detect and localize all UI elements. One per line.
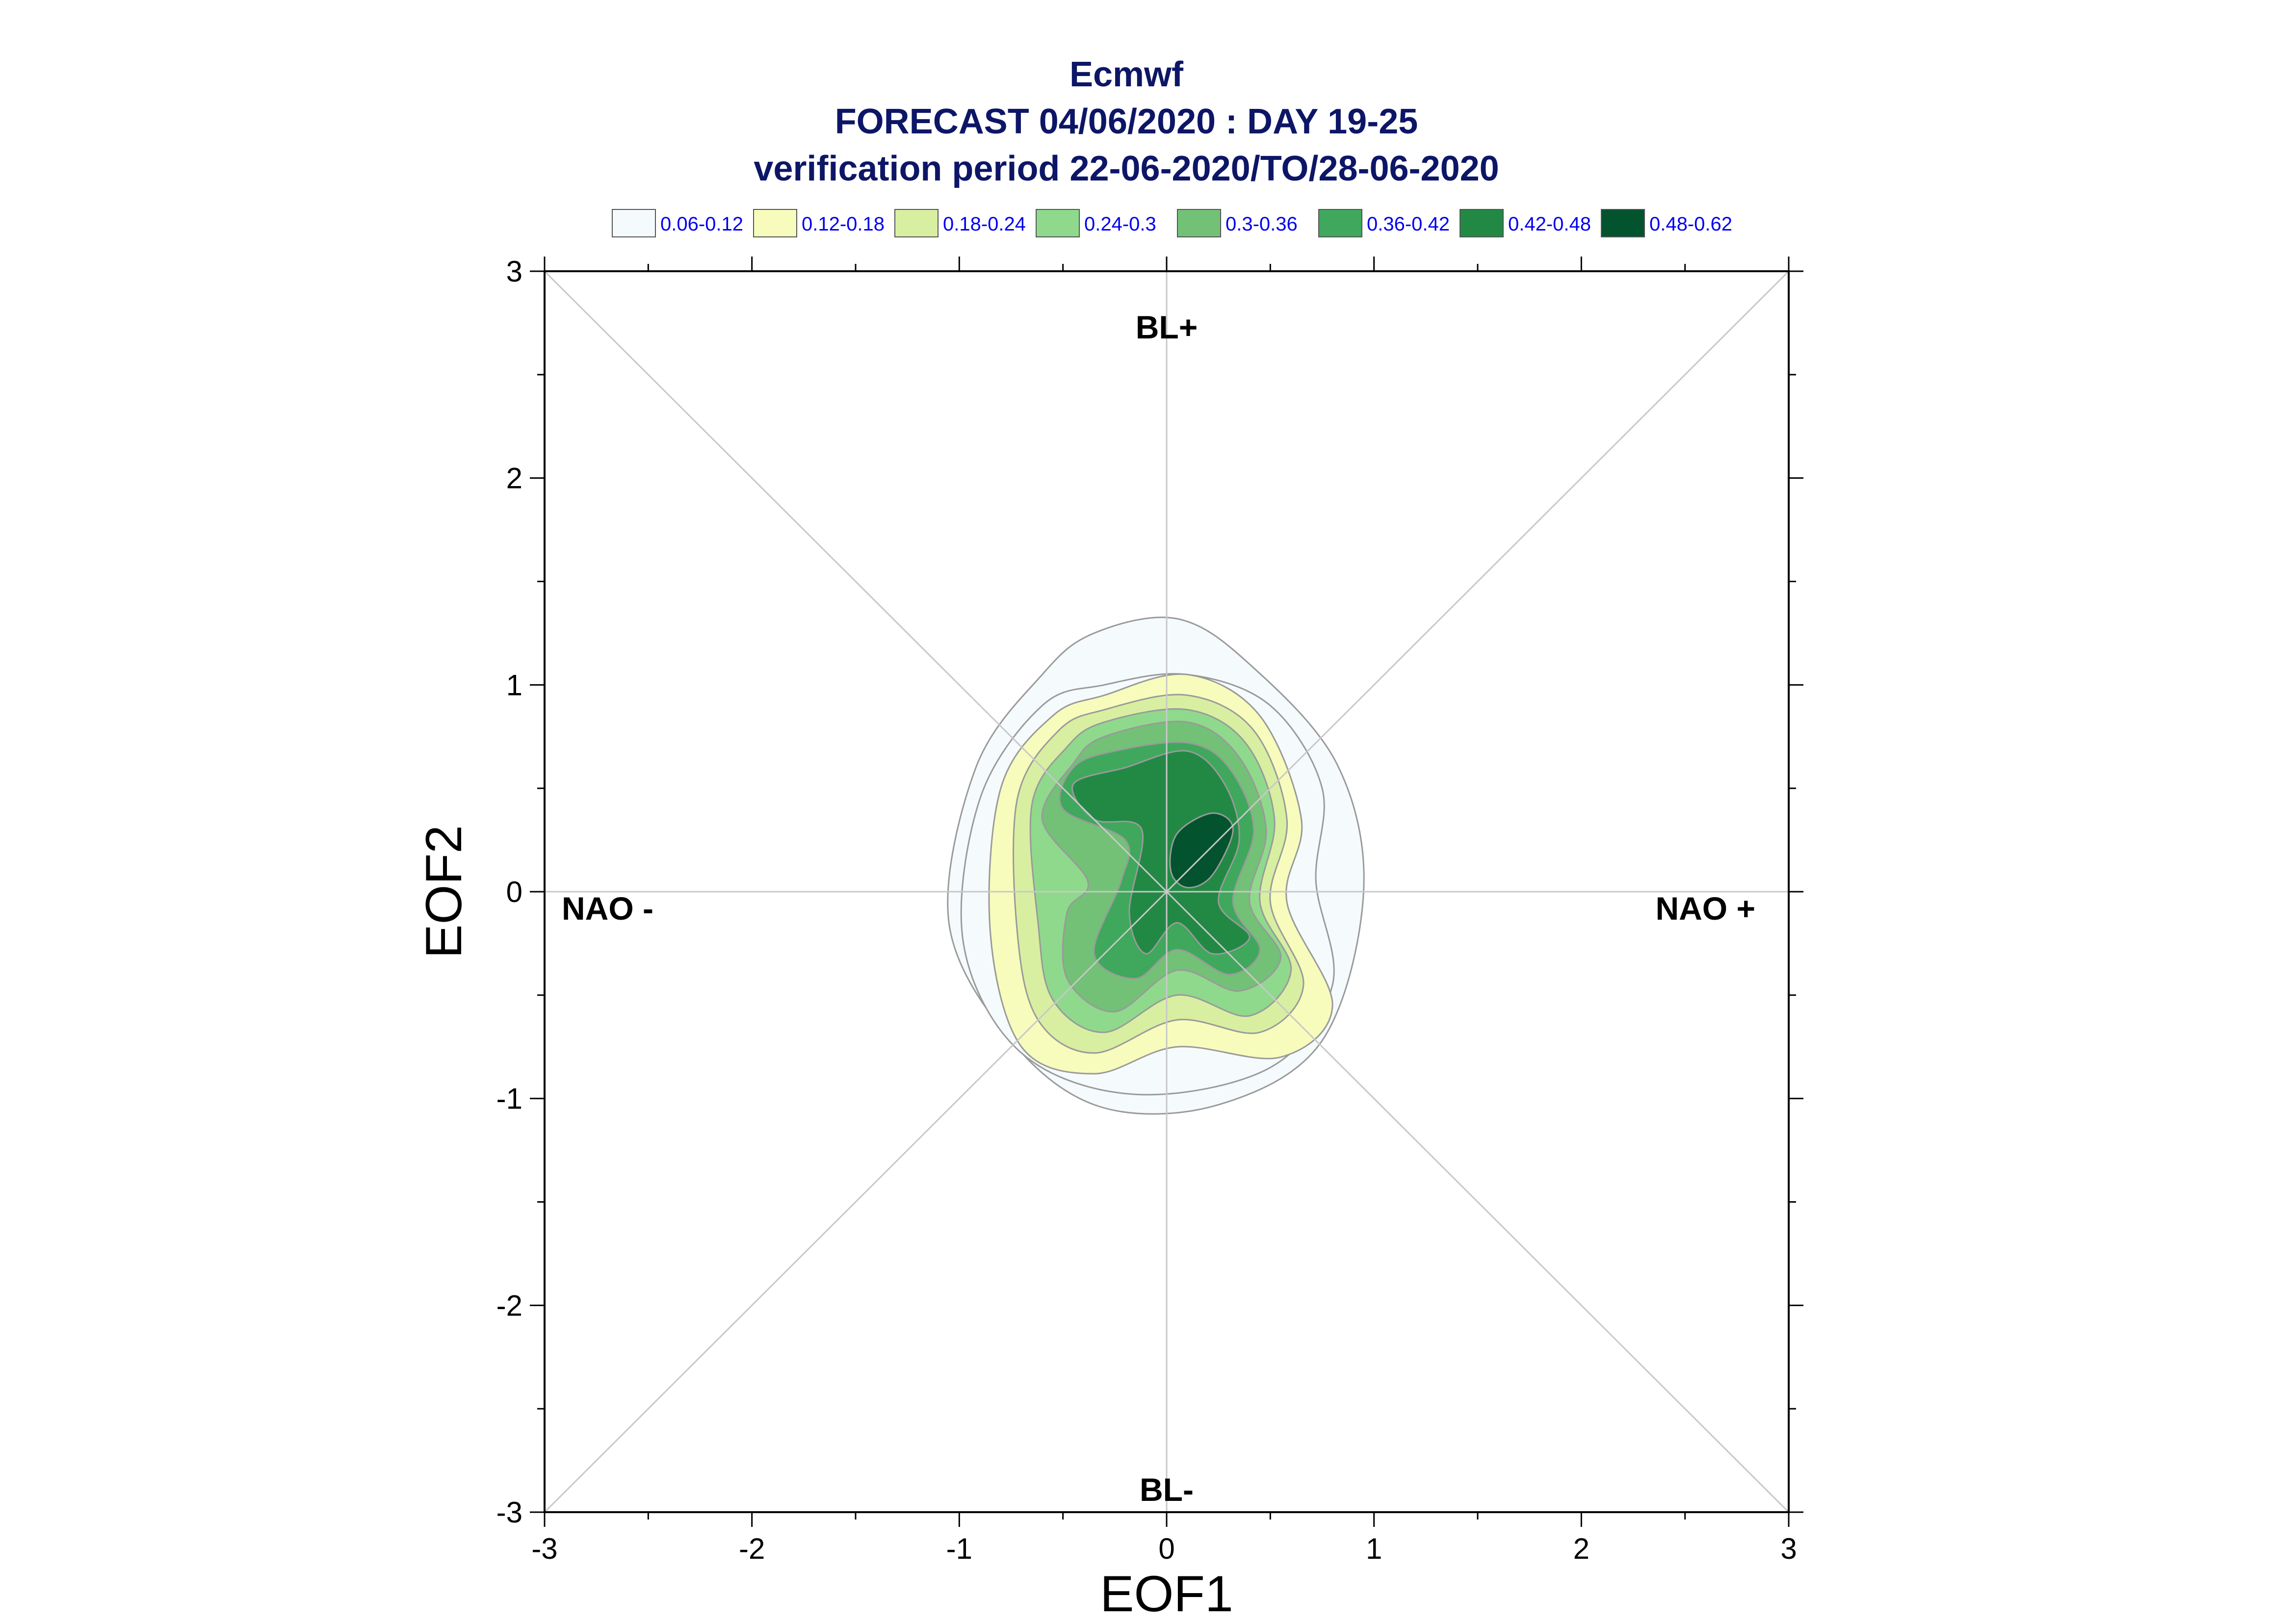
legend-label: 0.42-0.48 <box>1508 213 1591 235</box>
x-tick-label: 3 <box>1780 1532 1797 1565</box>
density-contours <box>947 617 1365 1115</box>
axis-ticks: -3 -2 -1 0 1 2 3 -3 -2 -1 0 1 2 3 <box>496 255 1803 1565</box>
legend-swatch <box>1318 209 1362 237</box>
legend-swatch <box>1460 209 1504 237</box>
y-tick-label: 1 <box>506 669 522 701</box>
legend-swatch <box>894 209 939 237</box>
legend-label: 0.24-0.3 <box>1084 213 1156 235</box>
legend-label: 0.18-0.24 <box>943 213 1026 235</box>
regime-label-nao-minus: NAO - <box>562 890 653 927</box>
regime-label-nao-plus: NAO + <box>1655 890 1755 927</box>
legend-label: 0.3-0.36 <box>1226 213 1298 235</box>
y-tick-label: -2 <box>496 1289 522 1322</box>
x-tick-label: 1 <box>1366 1532 1382 1565</box>
y-tick-label: -3 <box>496 1496 522 1529</box>
legend-swatch <box>1036 209 1080 237</box>
chart-subtitle-verification: verification period 22-06-2020/TO/28-06-… <box>754 149 1499 188</box>
contour-8 <box>1169 812 1234 889</box>
legend-label: 0.06-0.12 <box>660 213 743 235</box>
legend-swatch <box>1601 209 1645 237</box>
x-tick-label: 2 <box>1573 1532 1590 1565</box>
legend-swatch <box>753 209 797 237</box>
x-tick-label: -2 <box>739 1532 765 1565</box>
y-tick-label: 2 <box>506 462 522 495</box>
x-axis-label: EOF1 <box>1100 1566 1233 1623</box>
legend-swatch <box>612 209 656 237</box>
y-tick-label: 3 <box>506 255 522 288</box>
chart-title: Ecmwf <box>1069 55 1184 94</box>
regime-label-bl-plus: BL+ <box>1136 309 1198 345</box>
plot-area: -3 -2 -1 0 1 2 3 -3 -2 -1 0 1 2 3 <box>496 255 1803 1565</box>
y-tick-label: 0 <box>506 876 522 908</box>
y-axis-label: EOF2 <box>416 825 472 958</box>
legend-label: 0.36-0.42 <box>1367 213 1450 235</box>
x-tick-label: 0 <box>1158 1532 1174 1565</box>
x-tick-label: -3 <box>531 1532 557 1565</box>
legend-swatch <box>1177 209 1221 237</box>
legend-label: 0.48-0.62 <box>1649 213 1732 235</box>
contour-7 <box>1071 750 1251 955</box>
guide-lines <box>544 270 1790 1513</box>
y-tick-label: -1 <box>496 1083 522 1115</box>
regime-label-bl-minus: BL- <box>1140 1471 1194 1508</box>
x-tick-label: -1 <box>946 1532 972 1565</box>
legend: 0.06-0.12 0.12-0.18 0.18-0.24 0.24-0.3 0.3-0… <box>612 209 1732 237</box>
chart-subtitle-forecast: FORECAST 04/06/2020 : DAY 19-25 <box>835 102 1418 141</box>
legend-label: 0.12-0.18 <box>802 213 885 235</box>
